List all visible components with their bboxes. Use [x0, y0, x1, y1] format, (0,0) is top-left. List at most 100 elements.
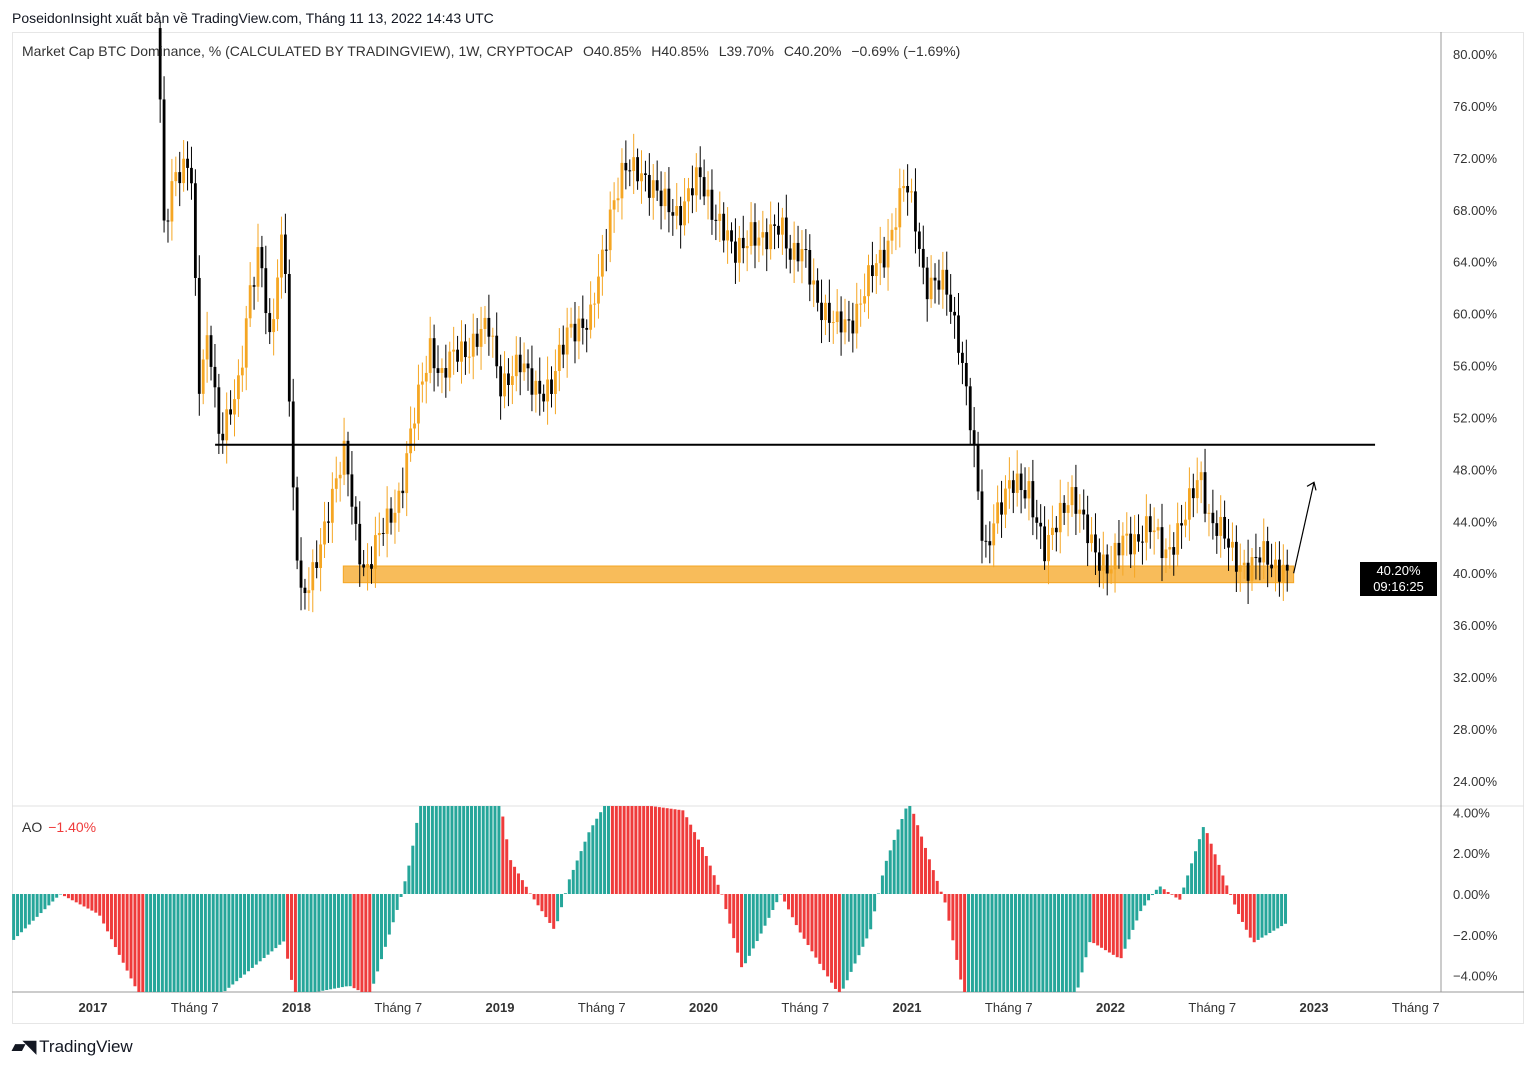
candle-up: [726, 230, 730, 241]
ao-bar-negative: [348, 894, 352, 987]
ao-bar-positive: [477, 806, 481, 894]
ao-bar-positive: [1154, 889, 1158, 894]
candle-down: [518, 354, 522, 373]
ao-bar-negative: [1260, 894, 1264, 938]
ao-bar-negative: [274, 894, 278, 949]
ao-bar-negative: [1072, 894, 1076, 992]
candle-down: [722, 213, 726, 241]
candle-down: [1082, 509, 1086, 515]
candle-down: [964, 362, 968, 387]
ao-bar-positive: [923, 847, 927, 894]
ao-bar-negative: [172, 894, 176, 992]
candle-down: [1023, 490, 1027, 499]
candle-down: [1054, 527, 1058, 533]
ao-bar-negative: [1029, 894, 1033, 992]
ao-bar-negative: [1280, 894, 1284, 927]
candle-down: [690, 188, 694, 196]
candle-down: [158, 28, 162, 100]
candle-up: [420, 381, 424, 385]
candle-down: [530, 368, 534, 395]
candle-down: [1019, 473, 1023, 491]
tradingview-logo[interactable]: ▰◥ TradingView: [12, 1037, 133, 1057]
candle-up: [683, 201, 686, 226]
candle-down: [268, 313, 272, 333]
candle-down: [573, 323, 577, 342]
ao-bar-negative: [12, 894, 16, 940]
ao-bar-negative: [399, 894, 403, 897]
candle-up: [522, 363, 526, 373]
support-zone: [342, 565, 1295, 584]
ao-axis: 4.00% 2.00% 0.00% −2.00% −4.00%: [1453, 805, 1498, 983]
time-tick-label: Tháng 7: [1188, 1000, 1236, 1015]
candle-up: [330, 488, 334, 523]
candle-up: [338, 474, 342, 479]
ao-bar-negative: [94, 894, 98, 913]
ao-bar-positive: [685, 817, 689, 894]
candle-up: [366, 564, 369, 568]
candle-up: [1199, 472, 1203, 481]
ao-bar-positive: [1162, 889, 1166, 894]
time-tick-label: Tháng 7: [1392, 1000, 1440, 1015]
ao-bar-negative: [215, 894, 219, 992]
ao-bar-positive: [892, 839, 896, 894]
candle-up: [452, 349, 456, 352]
ao-bar-negative: [544, 894, 548, 918]
ao-bar-positive: [653, 806, 657, 894]
symbol-title[interactable]: Market Cap BTC Dominance, % (CALCULATED …: [22, 43, 574, 59]
ao-bar-negative: [743, 894, 747, 964]
ohlc-low: L39.70%: [718, 43, 774, 59]
ao-bar-negative: [751, 894, 755, 949]
ao-bar-negative: [368, 894, 372, 992]
candle-up: [1187, 488, 1191, 520]
ao-bar-positive: [403, 881, 407, 894]
ao-bar-positive: [571, 869, 575, 894]
candle-up: [608, 209, 612, 251]
candle-up: [694, 167, 698, 196]
candle-down: [315, 562, 319, 568]
ao-bar-negative: [1103, 894, 1107, 951]
ao-histogram: [12, 806, 1288, 992]
time-tick-label: 2022: [1096, 1000, 1125, 1015]
ao-bar-positive: [657, 807, 661, 894]
ao-bar-negative: [329, 894, 333, 990]
ao-bar-negative: [1115, 894, 1119, 958]
ao-bar-negative: [305, 894, 309, 992]
ao-bar-negative: [106, 894, 110, 932]
price-tick-label: 68.00%: [1453, 203, 1498, 218]
ao-bar-negative: [1049, 894, 1053, 992]
ao-bar-positive: [415, 822, 419, 894]
ao-legend[interactable]: AO −1.40%: [22, 819, 96, 835]
tradingview-logo-icon: ▰◥: [12, 1037, 36, 1056]
ao-bar-negative: [833, 894, 837, 989]
candle-down: [734, 241, 737, 263]
candle-down: [917, 231, 921, 249]
ao-bar-negative: [771, 894, 775, 911]
candle-up: [479, 328, 483, 347]
candle-up: [240, 367, 244, 376]
ao-bar-negative: [59, 894, 63, 895]
price-axis: 80.00% 76.00% 72.00% 68.00% 64.00% 60.00% 56.0…: [1453, 47, 1498, 789]
ao-bar-negative: [293, 894, 297, 992]
ao-bar-negative: [35, 894, 39, 917]
candle-down: [702, 177, 706, 197]
candle-down: [1097, 552, 1101, 571]
candle-down: [921, 248, 925, 268]
price-tick-label: 28.00%: [1453, 722, 1498, 737]
candle-down: [1278, 559, 1281, 582]
ao-bar-positive: [606, 806, 610, 894]
ao-bar-positive: [497, 806, 501, 894]
ao-bar-positive: [583, 841, 587, 894]
ao-bar-negative: [340, 894, 344, 988]
candle-down: [1011, 480, 1015, 493]
ao-bar-positive: [884, 860, 888, 894]
candle-up: [428, 338, 432, 373]
candle-up: [687, 188, 690, 202]
candle-down: [487, 317, 491, 337]
ao-bar-positive: [661, 807, 665, 894]
candle-down: [1129, 533, 1133, 555]
ao-bar-positive: [603, 806, 607, 894]
publisher-line: PoseidonInsight xuất bản về TradingView.…: [12, 10, 494, 26]
candle-down: [178, 172, 182, 184]
candle-up: [483, 317, 487, 329]
